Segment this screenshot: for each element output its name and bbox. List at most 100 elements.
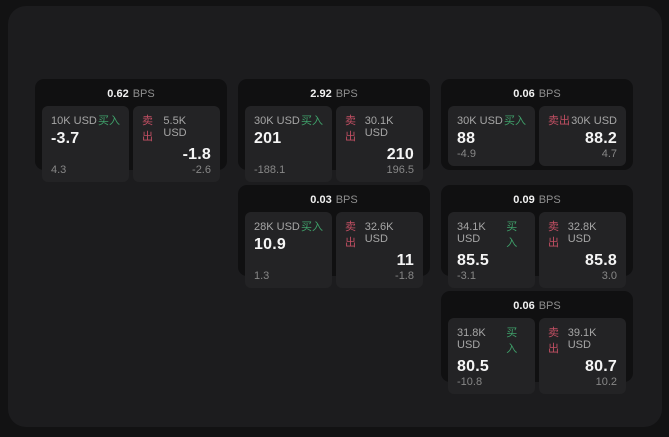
- buy-notional: 28K USD: [254, 221, 300, 233]
- sell-price: 80.7: [585, 358, 617, 375]
- sell-price: 85.8: [585, 252, 617, 269]
- sell-panel-header: 卖出 32.6K USD: [345, 218, 414, 250]
- bps-unit: BPS: [538, 193, 561, 206]
- bps-header: 0.06 BPS: [448, 296, 626, 315]
- sell-panel-header: 卖出 39.1K USD: [548, 324, 617, 356]
- quote-panels: 34.1K USD 买入 85.5 -3.1 卖出 32.8K USD 85.8…: [448, 212, 626, 288]
- sell-panel[interactable]: 卖出 30.1K USD 210 196.5: [336, 106, 423, 182]
- buy-delta: -188.1: [254, 164, 286, 176]
- sell-panel-header: 卖出 30K USD: [548, 112, 617, 128]
- buy-panel[interactable]: 10K USD 买入 -3.7 4.3: [42, 106, 129, 182]
- buy-panel[interactable]: 30K USD 买入 88 -4.9: [448, 106, 535, 166]
- quote-panels: 31.8K USD 买入 80.5 -10.8 卖出 39.1K USD 80.…: [448, 318, 626, 394]
- buy-side-tag: 买入: [98, 115, 120, 127]
- sell-panel-header: 卖出 5.5K USD: [142, 112, 211, 144]
- sell-notional: 5.5K USD: [163, 115, 187, 139]
- buy-notional: 34.1K USD: [457, 221, 486, 245]
- buy-panel[interactable]: 30K USD 买入 201 -188.1: [245, 106, 332, 182]
- quote-card: 0.09 BPS 34.1K USD 买入 85.5 -3.1 卖出 32.8K…: [441, 185, 633, 288]
- buy-price: 85.5: [457, 252, 489, 269]
- bps-header: 0.03 BPS: [245, 190, 423, 209]
- quote-panels: 30K USD 买入 201 -188.1 卖出 30.1K USD 210 1…: [245, 106, 423, 182]
- sell-panel-header: 卖出 32.8K USD: [548, 218, 617, 250]
- buy-panel-header: 34.1K USD 买入: [457, 218, 526, 250]
- quote-card: 2.92 BPS 30K USD 买入 201 -188.1 卖出 30.1K …: [238, 79, 430, 182]
- app-surface: 0.62 BPS 10K USD 买入 -3.7 4.3 卖出 5.5K USD: [8, 6, 662, 427]
- sell-delta: 196.5: [386, 164, 414, 176]
- sell-delta: 4.7: [601, 148, 617, 160]
- bps-header: 2.92 BPS: [245, 84, 423, 103]
- buy-notional: 10K USD: [51, 115, 97, 127]
- bps-unit: BPS: [335, 193, 358, 206]
- buy-notional: 31.8K USD: [457, 327, 486, 351]
- sell-delta: 3.0: [601, 270, 617, 282]
- bps-value: 2.92: [310, 87, 332, 100]
- buy-delta: 4.3: [51, 164, 67, 176]
- bps-value: 0.09: [513, 193, 535, 206]
- sell-delta: -1.8: [395, 270, 414, 282]
- quote-panels: 30K USD 买入 88 -4.9 卖出 30K USD 88.2 4.7: [448, 106, 626, 166]
- sell-panel-header: 卖出 30.1K USD: [345, 112, 414, 144]
- buy-delta: -3.1: [457, 270, 476, 282]
- buy-notional: 30K USD: [457, 115, 503, 127]
- bps-header: 0.62 BPS: [42, 84, 220, 103]
- buy-side-tag: 买入: [301, 115, 323, 127]
- sell-side-tag: 卖出: [345, 115, 356, 143]
- sell-side-tag: 卖出: [345, 221, 356, 249]
- quote-panels: 28K USD 买入 10.9 1.3 卖出 32.6K USD 11 -1.8: [245, 212, 423, 288]
- buy-side-tag: 买入: [504, 115, 526, 127]
- sell-panel[interactable]: 卖出 32.6K USD 11 -1.8: [336, 212, 423, 288]
- bps-unit: BPS: [538, 299, 561, 312]
- buy-delta: -4.9: [457, 148, 476, 160]
- buy-price: 88: [457, 130, 476, 147]
- buy-price: -3.7: [51, 130, 80, 147]
- bps-unit: BPS: [538, 87, 561, 100]
- quote-panels: 10K USD 买入 -3.7 4.3 卖出 5.5K USD -1.8 -2.…: [42, 106, 220, 182]
- buy-panel-header: 31.8K USD 买入: [457, 324, 526, 356]
- buy-price: 80.5: [457, 358, 489, 375]
- bps-unit: BPS: [132, 87, 155, 100]
- sell-notional: 30K USD: [571, 115, 617, 127]
- buy-panel[interactable]: 31.8K USD 买入 80.5 -10.8: [448, 318, 535, 394]
- sell-side-tag: 卖出: [548, 327, 559, 355]
- buy-panel-header: 30K USD 买入: [254, 112, 323, 128]
- buy-panel[interactable]: 28K USD 买入 10.9 1.3: [245, 212, 332, 288]
- sell-panel[interactable]: 卖出 32.8K USD 85.8 3.0: [539, 212, 626, 288]
- sell-side-tag: 卖出: [142, 115, 153, 143]
- buy-side-tag: 买入: [506, 327, 518, 355]
- quote-card: 0.06 BPS 30K USD 买入 88 -4.9 卖出 30K USD: [441, 79, 633, 170]
- buy-panel-header: 10K USD 买入: [51, 112, 120, 128]
- sell-panel[interactable]: 卖出 30K USD 88.2 4.7: [539, 106, 626, 166]
- sell-notional: 30.1K USD: [364, 115, 394, 139]
- sell-panel[interactable]: 卖出 39.1K USD 80.7 10.2: [539, 318, 626, 394]
- sell-price: 210: [386, 146, 414, 163]
- sell-panel[interactable]: 卖出 5.5K USD -1.8 -2.6: [133, 106, 220, 182]
- sell-notional: 32.8K USD: [567, 221, 597, 245]
- buy-delta: 1.3: [254, 270, 270, 282]
- buy-price: 10.9: [254, 236, 286, 253]
- bps-value: 0.06: [513, 299, 535, 312]
- buy-side-tag: 买入: [301, 221, 323, 233]
- sell-price: 88.2: [585, 130, 617, 147]
- bps-value: 0.62: [107, 87, 129, 100]
- quote-card: 0.06 BPS 31.8K USD 买入 80.5 -10.8 卖出 39.1…: [441, 291, 633, 394]
- buy-delta: -10.8: [457, 376, 483, 388]
- buy-panel-header: 28K USD 买入: [254, 218, 323, 234]
- buy-notional: 30K USD: [254, 115, 300, 127]
- buy-panel-header: 30K USD 买入: [457, 112, 526, 128]
- sell-side-tag: 卖出: [548, 115, 570, 127]
- sell-side-tag: 卖出: [548, 221, 559, 249]
- buy-panel[interactable]: 34.1K USD 买入 85.5 -3.1: [448, 212, 535, 288]
- bps-unit: BPS: [335, 87, 358, 100]
- bps-header: 0.06 BPS: [448, 84, 626, 103]
- sell-delta: -2.6: [192, 164, 211, 176]
- quote-card-grid: 0.62 BPS 10K USD 买入 -3.7 4.3 卖出 5.5K USD: [35, 79, 633, 394]
- quote-card: 0.62 BPS 10K USD 买入 -3.7 4.3 卖出 5.5K USD: [35, 79, 227, 182]
- buy-side-tag: 买入: [506, 221, 518, 249]
- sell-delta: 10.2: [595, 376, 617, 388]
- sell-notional: 39.1K USD: [567, 327, 597, 351]
- sell-notional: 32.6K USD: [364, 221, 394, 245]
- bps-value: 0.06: [513, 87, 535, 100]
- bps-header: 0.09 BPS: [448, 190, 626, 209]
- bps-value: 0.03: [310, 193, 332, 206]
